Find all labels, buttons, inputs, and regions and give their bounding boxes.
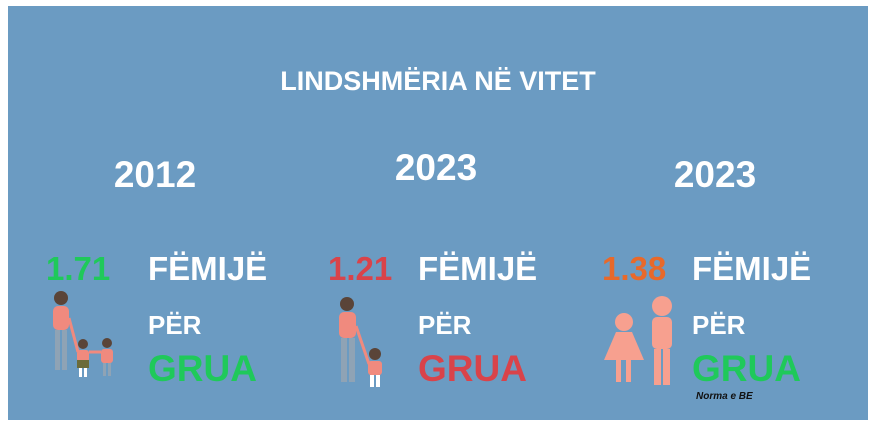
value: 1.38 <box>602 250 667 287</box>
noun: GRUA <box>692 348 801 389</box>
family-icon <box>339 297 382 387</box>
year: 2023 <box>673 154 757 195</box>
value: 1.21 <box>328 250 393 287</box>
per: PËR <box>692 310 746 340</box>
infographic: LINDSHMËRIA NË VITET 2012 2023 2023 1.71… <box>8 6 868 420</box>
children-icon <box>604 296 672 385</box>
noun: GRUA <box>418 348 527 389</box>
note: Norma e BE <box>696 391 753 402</box>
value: 1.71 <box>46 250 111 287</box>
unit: FËMIJË <box>148 250 268 287</box>
unit: FËMIJË <box>692 250 812 287</box>
year: 2012 <box>113 154 197 195</box>
family-icon <box>53 291 113 377</box>
unit: FËMIJË <box>418 250 538 287</box>
per: PËR <box>418 310 472 340</box>
year: 2023 <box>394 147 478 188</box>
title: LINDSHMËRIA NË VITET <box>280 66 596 96</box>
per: PËR <box>148 310 202 340</box>
noun: GRUA <box>148 348 257 389</box>
